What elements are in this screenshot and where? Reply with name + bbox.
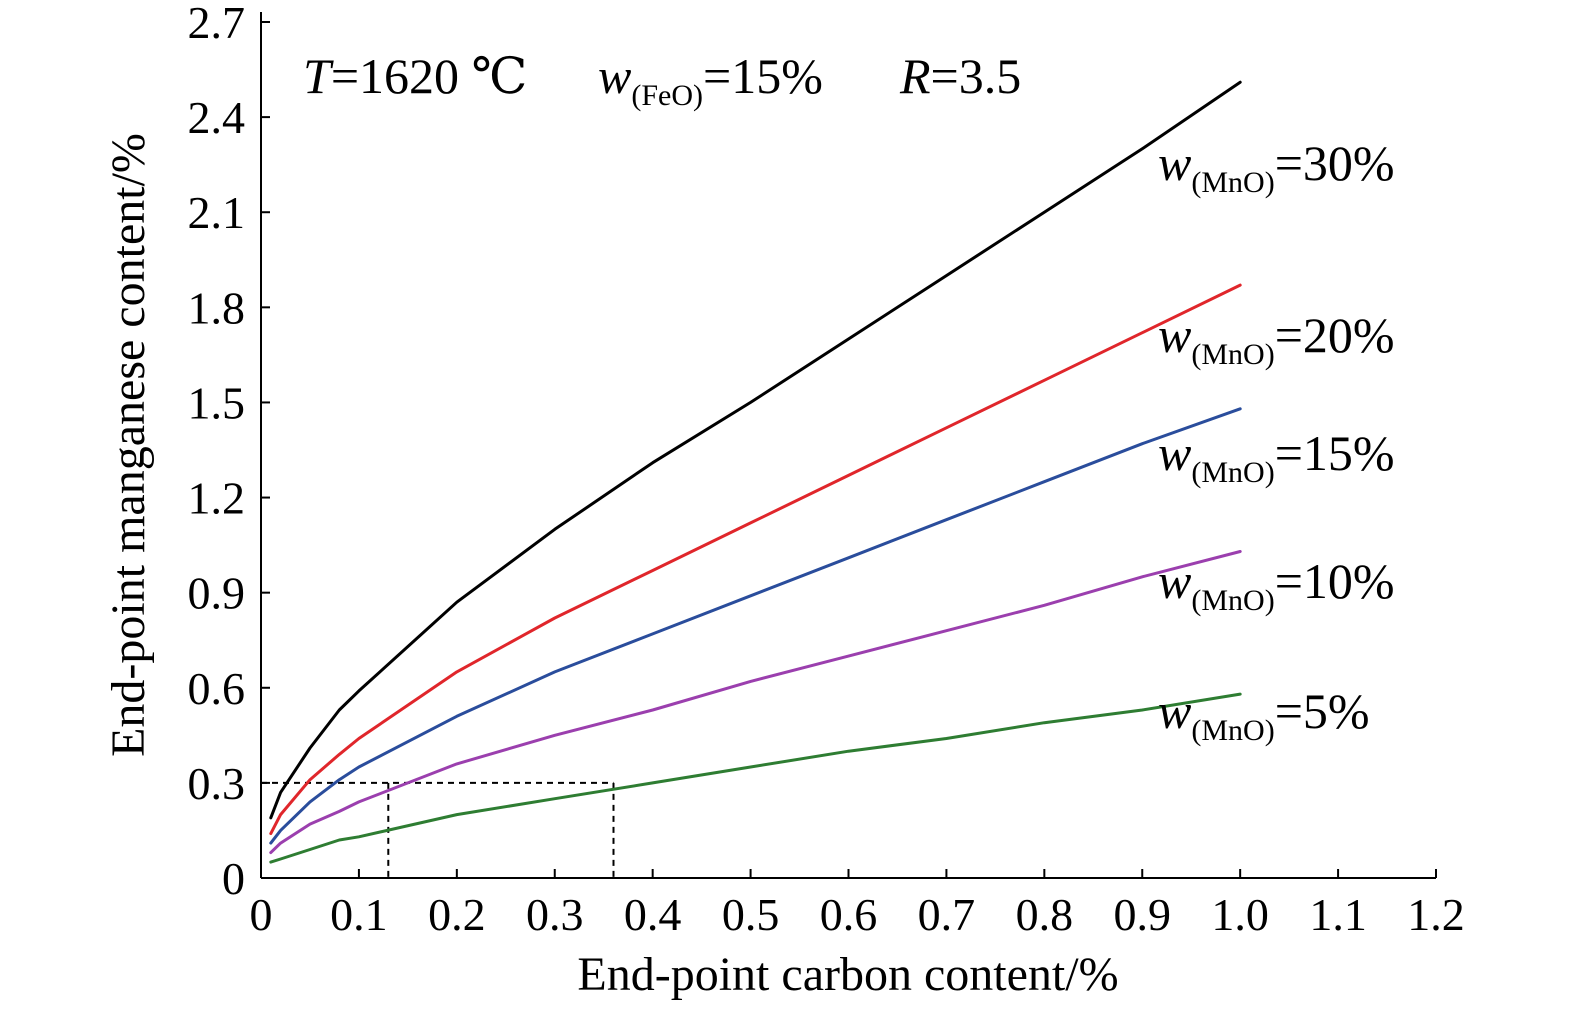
x-tick-label: 1.2 (1407, 889, 1465, 940)
series-label: w(MnO)=30% (1158, 135, 1395, 199)
series-lines (269, 80, 1242, 864)
y-tick-label: 2.1 (188, 187, 246, 238)
x-tick-label: 0 (250, 889, 273, 940)
x-tick-label: 0.6 (820, 889, 878, 940)
series-label: w(MnO)=15% (1158, 425, 1395, 489)
series-line (269, 692, 1242, 864)
series-label: w(MnO)=20% (1158, 307, 1395, 371)
x-tick-label: 0.5 (722, 889, 780, 940)
y-tick-label: 0.3 (188, 758, 246, 809)
x-tick-label: 0.9 (1114, 889, 1172, 940)
x-tick-label: 0.8 (1016, 889, 1074, 940)
curve-labels: w(MnO)=30% w(MnO)=20% w(MnO)=15% w(MnO)=10%… (1158, 135, 1395, 747)
y-tick-label: 0 (222, 853, 245, 904)
x-tick-label: 0.2 (428, 889, 486, 940)
series-line (269, 407, 1242, 845)
y-tick-label: 0.6 (188, 663, 246, 714)
y-tick-label: 1.5 (188, 377, 246, 428)
x-tick-label: 0.1 (330, 889, 388, 940)
y-tick-label: 2.7 (188, 0, 246, 48)
x-tick-label: 1.0 (1211, 889, 1269, 940)
y-tick-label: 2.4 (188, 92, 246, 143)
y-tick-label: 1.8 (188, 282, 246, 333)
condition-temperature: T=1620 ℃ (303, 48, 527, 104)
condition-basicity: R=3.5 (899, 48, 1021, 104)
series-label: w(MnO)=10% (1158, 553, 1395, 617)
series-line (269, 550, 1242, 855)
ticks: 0 0.1 0.2 0.3 0.4 0.5 0.6 0.7 0.8 0.9 1.0 1.1 1.2 0 0.… (188, 0, 1465, 940)
y-tick-label: 1.2 (188, 473, 246, 524)
series-line (269, 283, 1242, 836)
x-axis-label: End-point carbon content/% (577, 948, 1118, 1001)
series-label: w(MnO)=5% (1158, 683, 1370, 747)
x-tick-label: 0.3 (526, 889, 584, 940)
condition-feo: w(FeO)=15% (598, 48, 823, 112)
x-tick-label: 0.7 (918, 889, 976, 940)
y-axis-label: End-point manganese content/% (102, 133, 155, 757)
x-tick-label: 0.4 (624, 889, 682, 940)
x-tick-label: 1.1 (1309, 889, 1367, 940)
y-tick-label: 0.9 (188, 568, 246, 619)
series-line (269, 80, 1242, 820)
